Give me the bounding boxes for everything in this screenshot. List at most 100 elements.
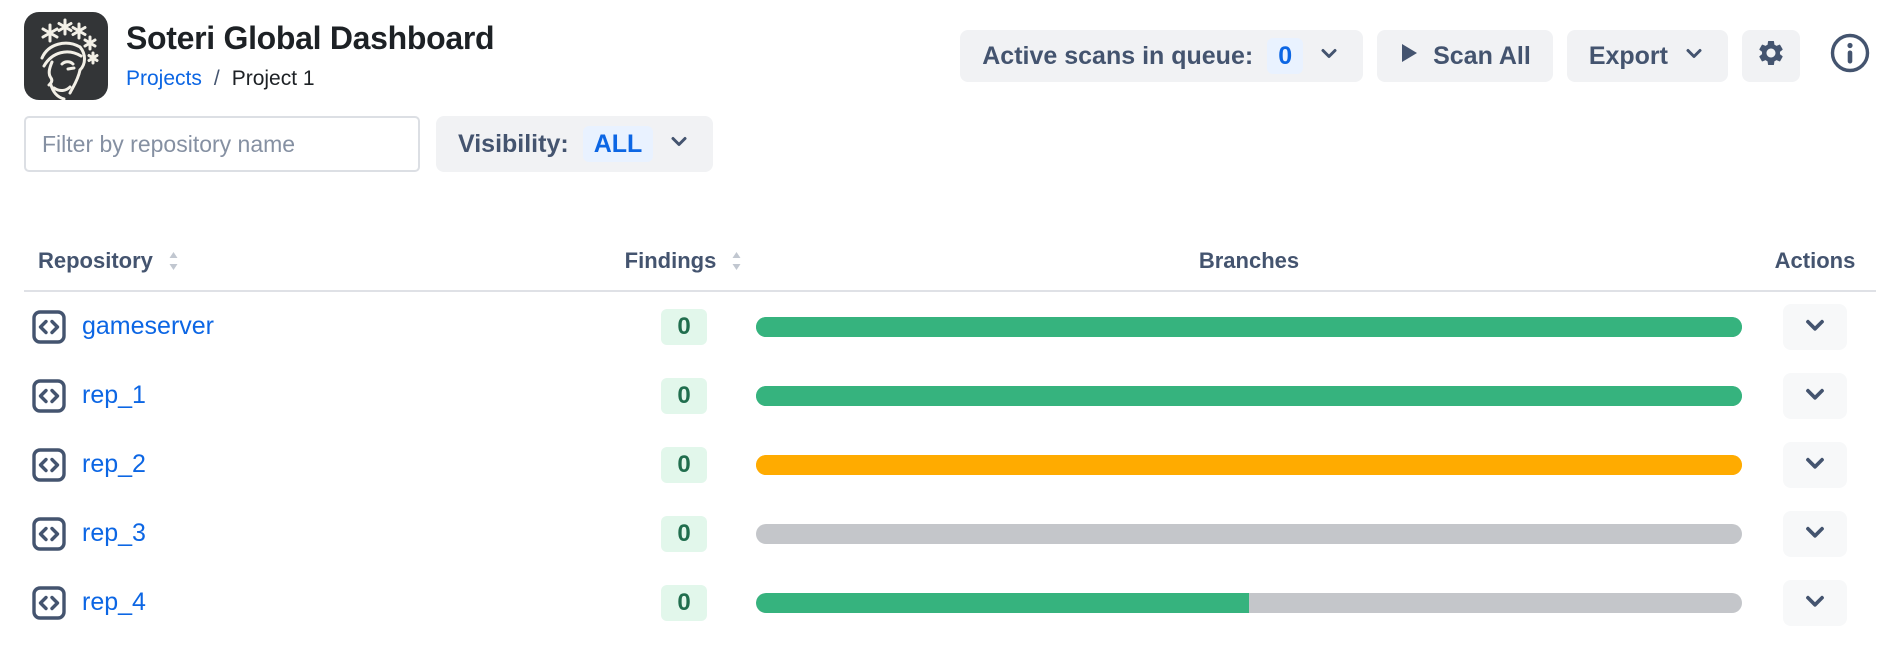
- findings-cell: 0: [624, 584, 744, 621]
- findings-header-label: Findings: [624, 248, 717, 273]
- row-actions-dropdown-button[interactable]: [1783, 579, 1847, 626]
- active-scans-queue-dropdown[interactable]: Active scans in queue: 0: [960, 30, 1364, 82]
- branches-cell: [744, 385, 1754, 406]
- findings-cell: 0: [624, 446, 744, 483]
- visibility-value-badge: ALL: [582, 125, 654, 163]
- sort-arrows-icon: [167, 250, 180, 272]
- soteri-dashboard-page: Soteri Global Dashboard Projects / Proje…: [24, 12, 1876, 637]
- branches-cell: [744, 454, 1754, 475]
- title-block: Soteri Global Dashboard Projects / Proje…: [126, 12, 495, 100]
- code-brackets-icon: [32, 585, 66, 620]
- repository-link[interactable]: rep_1: [82, 381, 146, 409]
- branch-scan-progress-bar: [756, 316, 1742, 337]
- table-body: gameserver 0: [24, 292, 1876, 637]
- column-header-findings[interactable]: Findings: [624, 248, 744, 274]
- scan-all-button[interactable]: Scan All: [1377, 30, 1553, 82]
- repository-filter-input[interactable]: [24, 116, 420, 172]
- chevron-down-icon: [1802, 519, 1828, 548]
- chevron-down-icon: [1317, 41, 1341, 72]
- findings-cell: 0: [624, 515, 744, 552]
- gear-icon: [1756, 38, 1786, 75]
- code-brackets-icon: [32, 447, 66, 482]
- repository-cell: rep_1: [24, 378, 624, 413]
- repository-link[interactable]: rep_4: [82, 588, 146, 616]
- branch-scan-progress-bar: [756, 523, 1742, 544]
- actions-header-label: Actions: [1774, 248, 1856, 273]
- code-brackets-icon: [32, 378, 66, 413]
- export-label: Export: [1588, 41, 1668, 70]
- actions-cell: [1754, 579, 1876, 626]
- chevron-down-icon: [1802, 381, 1828, 410]
- table-row: rep_4 0: [24, 568, 1876, 637]
- chevron-down-icon: [667, 129, 691, 160]
- info-circle-icon: [1828, 31, 1872, 82]
- chevron-down-icon: [1682, 41, 1706, 72]
- chevron-down-icon: [1802, 312, 1828, 341]
- branches-header-label: Branches: [1198, 248, 1300, 273]
- visibility-label: Visibility:: [458, 129, 569, 158]
- code-brackets-icon: [32, 309, 66, 344]
- findings-cell: 0: [624, 377, 744, 414]
- chevron-down-icon: [1802, 450, 1828, 479]
- findings-count-badge: 0: [661, 308, 707, 345]
- scan-all-label: Scan All: [1433, 41, 1531, 70]
- sort-arrows-icon: [730, 250, 743, 272]
- settings-button[interactable]: [1742, 30, 1800, 82]
- branch-scan-progress-bar: [756, 592, 1742, 613]
- filter-row: Visibility: ALL: [24, 116, 1876, 172]
- header-actions: Active scans in queue: 0 Scan All Export: [960, 30, 1876, 82]
- export-dropdown-button[interactable]: Export: [1566, 30, 1728, 82]
- branches-cell: [744, 316, 1754, 337]
- table-row: gameserver 0: [24, 292, 1876, 361]
- code-brackets-icon: [32, 516, 66, 551]
- actions-cell: [1754, 303, 1876, 350]
- findings-count-badge: 0: [661, 584, 707, 621]
- play-icon: [1399, 42, 1419, 71]
- repository-cell: rep_4: [24, 585, 624, 620]
- info-button[interactable]: [1824, 30, 1876, 82]
- repository-table: Repository Findings Branches Actions: [24, 222, 1876, 637]
- actions-cell: [1754, 441, 1876, 488]
- findings-count-badge: 0: [661, 515, 707, 552]
- top-bar: Soteri Global Dashboard Projects / Proje…: [24, 12, 1876, 101]
- repository-cell: rep_2: [24, 447, 624, 482]
- branch-scan-progress-fill: [756, 592, 1249, 613]
- branch-scan-progress-bar: [756, 454, 1742, 475]
- breadcrumb-projects-link[interactable]: Projects: [126, 67, 202, 90]
- findings-count-badge: 0: [661, 377, 707, 414]
- branches-cell: [744, 523, 1754, 544]
- soteri-logo: [24, 12, 108, 101]
- row-actions-dropdown-button[interactable]: [1783, 510, 1847, 557]
- page-title: Soteri Global Dashboard: [126, 20, 495, 56]
- branch-scan-progress-bar: [756, 385, 1742, 406]
- branches-cell: [744, 592, 1754, 613]
- table-row: rep_3 0: [24, 499, 1876, 568]
- table-header-row: Repository Findings Branches Actions: [24, 222, 1876, 292]
- breadcrumb: Projects / Project 1: [126, 67, 494, 91]
- repository-cell: gameserver: [24, 309, 624, 344]
- repository-link[interactable]: gameserver: [82, 312, 214, 340]
- brand-area: Soteri Global Dashboard Projects / Proje…: [24, 12, 495, 101]
- row-actions-dropdown-button[interactable]: [1783, 441, 1847, 488]
- table-row: rep_1 0: [24, 361, 1876, 430]
- queue-count-badge: 0: [1267, 37, 1304, 75]
- row-actions-dropdown-button[interactable]: [1783, 372, 1847, 419]
- breadcrumb-separator: /: [213, 67, 220, 90]
- repository-header-label: Repository: [38, 248, 153, 273]
- repository-link[interactable]: rep_3: [82, 519, 146, 547]
- column-header-actions: Actions: [1754, 248, 1876, 274]
- row-actions-dropdown-button[interactable]: [1783, 303, 1847, 350]
- visibility-dropdown[interactable]: Visibility: ALL: [436, 116, 714, 172]
- findings-cell: 0: [624, 308, 744, 345]
- table-row: rep_2 0: [24, 430, 1876, 499]
- actions-cell: [1754, 510, 1876, 557]
- actions-cell: [1754, 372, 1876, 419]
- column-header-repository[interactable]: Repository: [24, 248, 624, 274]
- branch-scan-progress-fill: [756, 454, 1742, 475]
- repository-cell: rep_3: [24, 516, 624, 551]
- findings-count-badge: 0: [661, 446, 707, 483]
- branch-scan-progress-fill: [756, 385, 1742, 406]
- active-scans-label: Active scans in queue:: [982, 41, 1254, 70]
- branch-scan-progress-fill: [756, 316, 1742, 337]
- repository-link[interactable]: rep_2: [82, 450, 146, 478]
